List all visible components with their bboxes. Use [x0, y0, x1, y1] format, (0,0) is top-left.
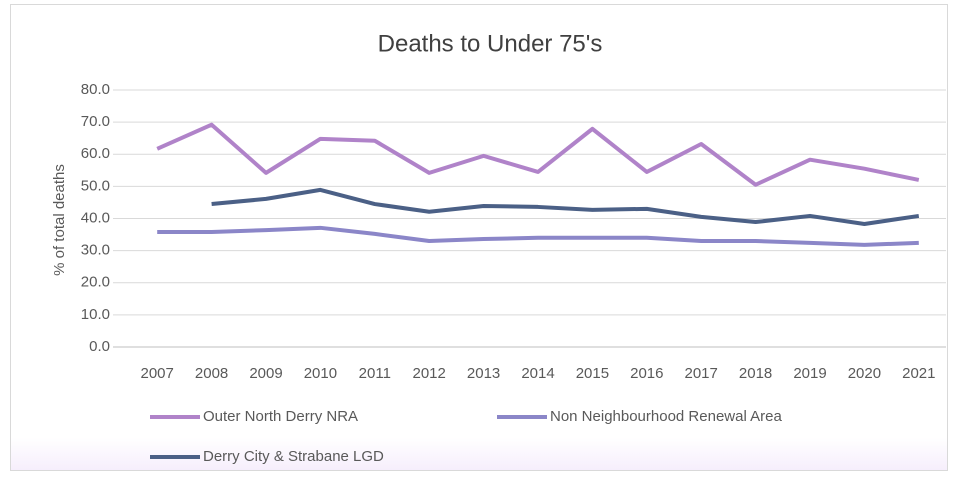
x-tick-label: 2009: [249, 365, 282, 382]
y-tick-label: 80.0: [81, 81, 110, 98]
y-tick-label: 10.0: [81, 306, 110, 323]
x-tick-label: 2021: [902, 365, 935, 382]
legend-label: Derry City & Strabane LGD: [203, 448, 384, 465]
y-tick-label: 0.0: [89, 338, 110, 355]
y-tick-label: 20.0: [81, 274, 110, 291]
series-line: [156, 122, 920, 187]
x-tick-label: 2017: [685, 365, 718, 382]
y-tick-label: 60.0: [81, 145, 110, 162]
series-line: [157, 225, 919, 247]
y-tick-label: 30.0: [81, 242, 110, 259]
x-tick-label: 2012: [413, 365, 446, 382]
legend-label: Non Neighbourhood Renewal Area: [550, 408, 782, 425]
x-tick-label: 2011: [359, 365, 391, 382]
x-tick-label: 2020: [848, 365, 881, 382]
y-tick-label: 50.0: [81, 177, 110, 194]
x-tick-label: 2018: [739, 365, 772, 382]
x-tick-label: 2010: [304, 365, 337, 382]
x-tick-label: 2019: [793, 365, 826, 382]
x-tick-label: 2007: [141, 365, 174, 382]
x-tick-label: 2008: [195, 365, 228, 382]
y-axis-title: % of total deaths: [51, 164, 68, 276]
chart-title: Deaths to Under 75's: [378, 30, 603, 57]
x-tick-label: 2016: [630, 365, 663, 382]
y-tick-label: 70.0: [81, 113, 110, 130]
y-tick-label: 40.0: [81, 209, 110, 226]
x-tick-label: 2014: [521, 365, 554, 382]
legend-label: Outer North Derry NRA: [203, 408, 358, 425]
series-line: [211, 187, 920, 226]
x-tick-label: 2015: [576, 365, 609, 382]
x-tick-label: 2013: [467, 365, 500, 382]
